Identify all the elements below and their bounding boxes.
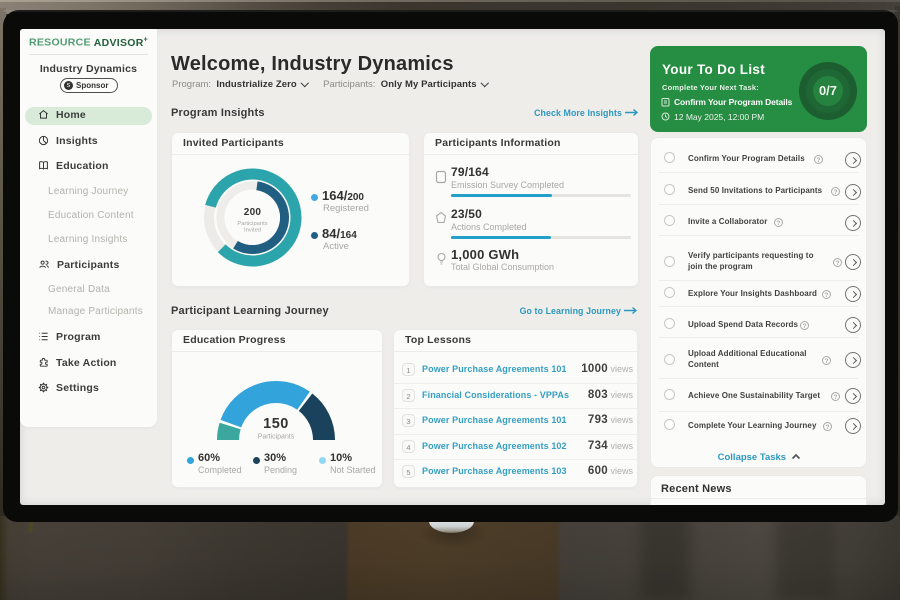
svg-text:Invited: Invited [244, 228, 261, 234]
svg-text:Participants: Participants [258, 434, 295, 441]
svg-text:150: 150 [263, 416, 289, 432]
svg-text:200: 200 [244, 207, 262, 218]
svg-text:Participants: Participants [237, 221, 267, 227]
